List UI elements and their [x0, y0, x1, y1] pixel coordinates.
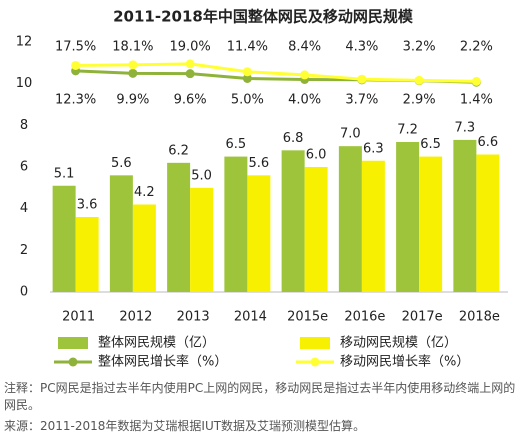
line-marker: [300, 70, 310, 80]
x-tick-label: 2015e: [287, 310, 328, 325]
line-value-label: 17.5%: [55, 40, 96, 55]
bar-value-label: 5.0: [191, 168, 212, 183]
line-marker: [242, 73, 252, 83]
x-tick-label: 2017e: [402, 310, 443, 325]
bar-value-label: 7.0: [340, 127, 361, 142]
y-tick-label: 10: [16, 76, 33, 91]
line-value-label: 4.0%: [288, 93, 321, 108]
y-tick-label: 8: [20, 118, 28, 133]
legend-label: 整体网民增长率（%）: [98, 354, 227, 370]
line-marker: [471, 76, 481, 86]
bar-value-label: 6.3: [363, 141, 384, 156]
bar: [281, 150, 305, 292]
legend-swatch: [58, 337, 88, 349]
line-marker: [128, 60, 138, 70]
legend-label: 移动网民增长率（%）: [340, 354, 469, 370]
bar: [476, 154, 500, 292]
bar: [338, 146, 362, 292]
line-value-label: 4.3%: [345, 40, 378, 55]
chart-title: 2011-2018年中国整体网民及移动网民规模: [113, 8, 414, 26]
y-tick-label: 4: [20, 201, 28, 216]
bar-value-label: 6.5: [420, 137, 441, 152]
bar-value-label: 5.1: [54, 166, 75, 181]
line-value-label: 19.0%: [169, 40, 210, 55]
line: [75, 62, 477, 83]
line-value-label: 12.3%: [55, 93, 96, 108]
bar-value-label: 6.6: [478, 135, 499, 150]
bar: [453, 139, 477, 292]
line-marker: [414, 75, 424, 85]
bar: [419, 156, 443, 292]
bar-value-label: 6.5: [226, 137, 247, 152]
line-value-label: 3.7%: [345, 93, 378, 108]
bar: [304, 167, 328, 292]
bar: [167, 162, 191, 292]
source: 来源：2011-2018年数据为艾瑞根据IUT数据及艾瑞预测模型估算。: [4, 419, 366, 433]
x-tick-label: 2013: [177, 310, 210, 325]
bar-value-label: 7.2: [397, 123, 418, 138]
legend-label: 移动网民规模（亿）: [340, 336, 457, 351]
bar-value-label: 6.0: [306, 148, 327, 163]
bar-value-label: 5.6: [111, 156, 132, 171]
bar: [75, 217, 99, 292]
line-marker: [71, 60, 81, 70]
bar-value-label: 7.3: [455, 120, 476, 135]
legend-swatch: [310, 357, 320, 367]
y-tick-label: 6: [20, 160, 28, 175]
bar-value-label: 3.6: [77, 198, 98, 213]
bar-value-label: 4.2: [134, 185, 155, 200]
bar: [396, 142, 420, 292]
bar-value-label: 6.2: [168, 143, 189, 158]
legend-label: 整体网民规模（亿）: [98, 336, 215, 351]
line-value-label: 8.4%: [288, 40, 321, 55]
note: 注释：PC网民是指过去半年内使用PC上网的网民，移动网民是指过去半年内使用移动终…: [4, 381, 516, 412]
legend-swatch: [68, 357, 78, 367]
bar: [190, 187, 214, 292]
line-value-label: 18.1%: [112, 40, 153, 55]
line-value-label: 3.2%: [403, 40, 436, 55]
bar: [52, 185, 76, 292]
line-marker: [242, 67, 252, 77]
bar: [224, 156, 248, 292]
bar: [247, 175, 271, 292]
bar: [361, 160, 385, 292]
chart: 2011-2018年中国整体网民及移动网民规模 0 2 4 6 8 10 12 2011 201…: [16, 8, 508, 370]
line-value-label: 5.0%: [231, 93, 264, 108]
line-value-label: 2.2%: [460, 40, 493, 55]
bar: [132, 204, 156, 292]
x-tick-label: 2018e: [459, 310, 500, 325]
line-value-label: 11.4%: [227, 40, 268, 55]
y-tick-label: 0: [20, 285, 28, 300]
y-tick-label: 12: [16, 35, 33, 50]
bar-value-label: 5.6: [249, 156, 270, 171]
line-value-label: 2.9%: [403, 93, 436, 108]
x-tick-label: 2012: [119, 310, 152, 325]
bar-value-label: 6.8: [283, 131, 304, 146]
bar: [109, 175, 133, 292]
line-value-label: 9.6%: [174, 93, 207, 108]
x-tick-label: 2016e: [344, 310, 385, 325]
x-tick-label: 2014: [234, 310, 267, 325]
y-tick-label: 2: [20, 243, 28, 258]
line-value-label: 9.9%: [116, 93, 149, 108]
line-value-label: 1.4%: [460, 93, 493, 108]
legend-swatch: [300, 337, 330, 349]
line-marker: [357, 74, 367, 84]
line-marker: [128, 68, 138, 78]
line-marker: [185, 59, 195, 69]
x-tick-label: 2011: [62, 310, 95, 325]
line-marker: [185, 69, 195, 79]
